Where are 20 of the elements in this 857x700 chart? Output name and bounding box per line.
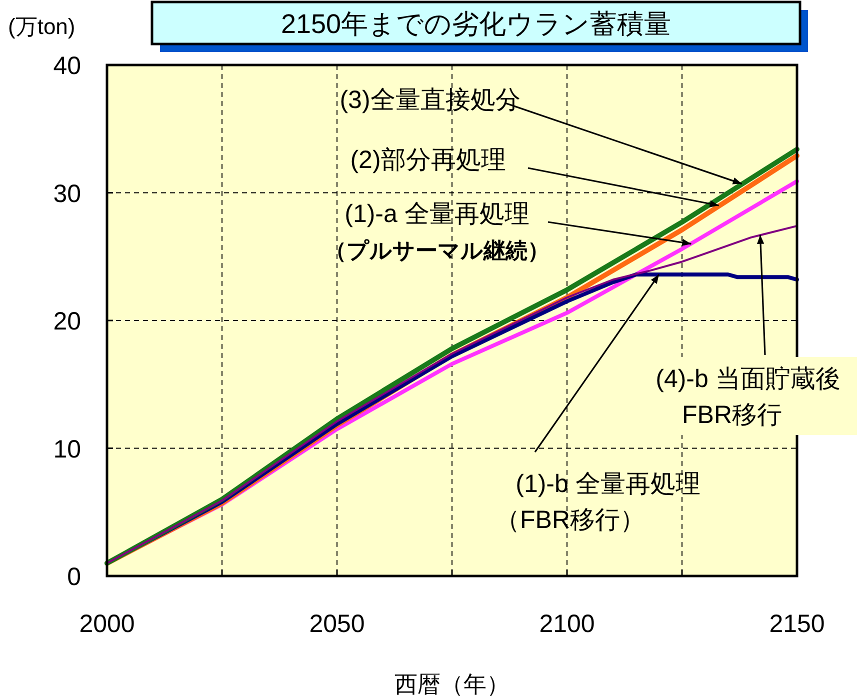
- annotation: （FBR移行）: [495, 506, 645, 534]
- annotation: （プルサーマル継続）: [324, 238, 550, 263]
- annotation: (1)-a 全量再処理: [344, 200, 530, 228]
- y-tick-label: 30: [53, 180, 81, 208]
- y-tick-label: 20: [53, 308, 81, 336]
- x-tick-label: 2150: [769, 610, 825, 638]
- x-tick-label: 2050: [309, 610, 365, 638]
- annotation: (2)部分再処理: [350, 146, 506, 174]
- y-tick-label: 0: [67, 563, 81, 591]
- y-axis-title: (万ton): [8, 14, 76, 39]
- x-tick-label: 2100: [539, 610, 595, 638]
- annotation: (1)-b 全量再処理: [516, 470, 700, 498]
- annotation: (4)-b 当面貯蔵後: [656, 365, 840, 393]
- chart-title: 2150年までの劣化ウラン蓄積量: [280, 9, 672, 39]
- x-axis-title: 西暦（年）: [394, 671, 510, 697]
- y-tick-label: 10: [53, 435, 81, 464]
- annotation: (3)全量直接処分: [340, 86, 520, 114]
- annotation: FBR移行: [682, 401, 782, 429]
- x-tick-label: 2000: [79, 610, 135, 638]
- y-tick-label: 40: [53, 52, 81, 80]
